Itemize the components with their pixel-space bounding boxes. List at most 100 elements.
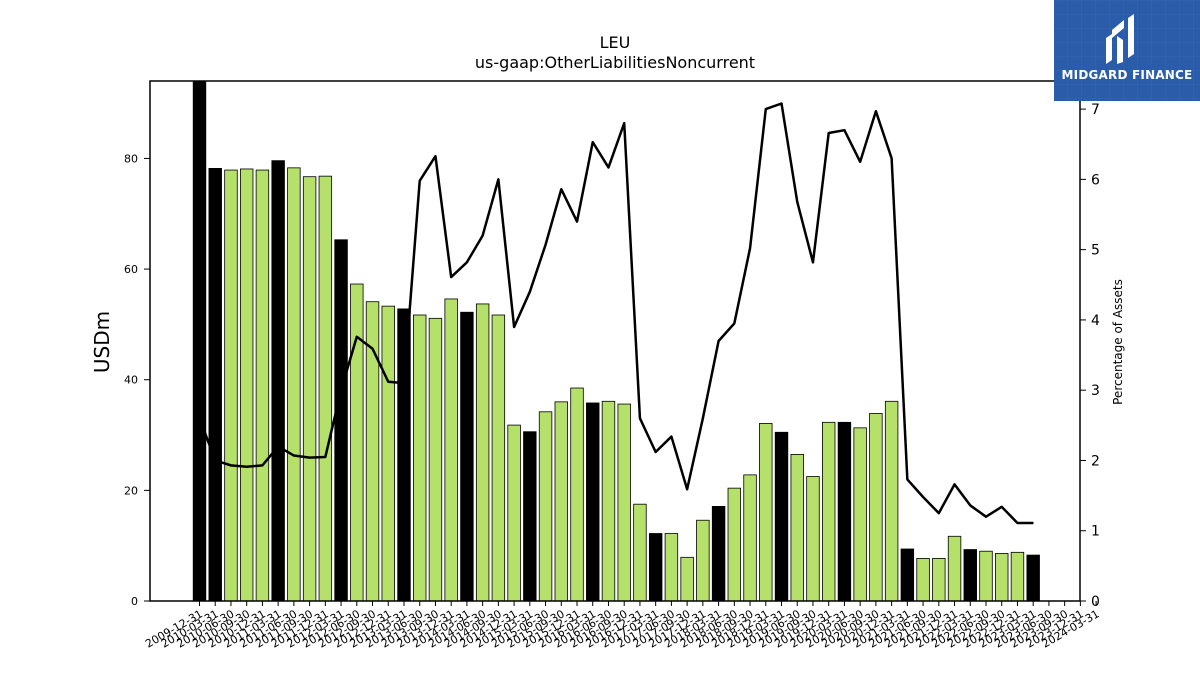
y2-tick-label: 2 [1091, 453, 1100, 469]
line-point-2012-03-31 [340, 389, 342, 391]
y2-tick-label: 4 [1091, 313, 1100, 329]
y2-tick-label: 5 [1091, 243, 1100, 259]
bar-2019-03-31 [774, 431, 789, 602]
line-point-2022-09-30 [1001, 506, 1003, 508]
y2-axis-label: Percentage of Assets [1111, 279, 1125, 405]
bar-2015-09-30 [554, 401, 568, 602]
line-point-2014-12-31 [513, 326, 515, 328]
bar-2011-03-31 [271, 160, 285, 602]
bar-2020-03-31 [837, 421, 852, 602]
bar-2016-06-30 [601, 400, 616, 602]
bar-2021-12-31 [947, 535, 962, 602]
line-point-2021-12-31 [953, 483, 956, 485]
line-point-2012-12-31 [387, 381, 389, 383]
bar-2013-09-30 [428, 317, 443, 602]
bar-2017-06-30 [664, 533, 679, 602]
bar-2012-12-31 [381, 305, 395, 602]
bar-2022-12-31 [1010, 551, 1025, 602]
bar-2020-12-31 [884, 400, 899, 602]
bar-2013-06-30 [413, 314, 427, 602]
line-point-2021-03-31 [906, 478, 908, 481]
bar-series [192, 80, 1040, 602]
bar-2009-12-31 [192, 80, 207, 602]
chart-title: LEU [600, 33, 631, 52]
line-point-2012-06-30 [356, 336, 358, 338]
line-point-2016-06-30 [607, 166, 610, 169]
line-point-2011-09-30 [309, 457, 311, 459]
bar-2017-09-30 [680, 556, 694, 602]
bar-2015-12-31 [570, 387, 584, 602]
bar-2019-06-30 [790, 453, 804, 602]
line-point-2016-03-31 [592, 141, 594, 143]
bar-2018-09-30 [743, 474, 757, 602]
line-point-2021-09-30 [938, 512, 940, 514]
bar-2010-12-31 [255, 169, 270, 602]
line-point-2013-09-30 [434, 155, 437, 157]
logo-text: MIDGARD FINANCE [1061, 68, 1193, 82]
line-point-2010-03-31 [214, 459, 216, 462]
y2-tick-label: 7 [1091, 102, 1100, 118]
y2-tick-label: 6 [1091, 172, 1100, 188]
y-tick-label: 60 [124, 263, 138, 276]
line-point-2021-06-30 [922, 496, 924, 498]
bar-2012-03-31 [334, 239, 348, 602]
line-point-2019-06-30 [796, 201, 798, 203]
line-point-2013-12-31 [450, 276, 452, 278]
bar-2018-03-31 [711, 505, 726, 602]
bar-2022-09-30 [995, 553, 1009, 602]
y2-axis: 0 1 2 3 4 5 6 7 [1080, 102, 1100, 610]
line-point-2018-09-30 [749, 247, 751, 249]
bar-2011-06-30 [287, 167, 301, 602]
line-point-2013-06-30 [419, 180, 421, 182]
bar-2013-03-31 [397, 308, 411, 602]
y-axis-label: USDm [90, 311, 114, 373]
line-point-2010-12-31 [261, 464, 264, 466]
line-point-2018-06-30 [733, 322, 735, 325]
y-axis: 0 20 40 60 80 [124, 152, 150, 608]
brand-logo: MIDGARD FINANCE [1054, 0, 1200, 101]
line-point-2015-12-31 [576, 220, 578, 223]
bar-2016-09-30 [617, 403, 631, 602]
line-point-2015-09-30 [560, 188, 562, 190]
bar-2022-03-31 [963, 549, 977, 602]
line-point-2016-12-31 [639, 417, 641, 419]
bar-2018-12-31 [759, 423, 773, 602]
line-point-2020-12-31 [891, 157, 893, 159]
bar-2018-06-30 [727, 487, 742, 602]
line-point-2013-03-31 [403, 382, 405, 384]
line-point-2011-03-31 [277, 445, 279, 448]
bar-2015-03-31 [523, 431, 537, 602]
y-tick-label: 20 [124, 484, 138, 497]
bar-2010-09-30 [239, 168, 254, 602]
line-point-2009-12-31 [198, 417, 201, 419]
bar-2022-06-30 [979, 550, 993, 602]
bar-2011-12-31 [318, 175, 333, 602]
bar-2013-12-31 [444, 298, 458, 602]
bar-2016-03-31 [586, 402, 600, 602]
line-point-2020-06-30 [859, 161, 861, 163]
line-point-2018-12-31 [765, 108, 767, 110]
line-point-2022-12-31 [1016, 522, 1019, 524]
bar-2021-09-30 [932, 558, 946, 602]
bar-2012-06-30 [350, 283, 364, 602]
line-point-2010-09-30 [246, 466, 248, 468]
bar-2019-12-31 [822, 421, 836, 602]
line-point-2017-12-31 [702, 417, 704, 419]
x-axis: 2009-12-312010-03-312010-06-302010-09-30… [143, 601, 1102, 651]
y2-tick-label: 3 [1091, 383, 1100, 399]
line-point-2019-09-30 [812, 261, 814, 263]
line-point-2023-03-31 [1032, 522, 1034, 524]
bar-2020-09-30 [869, 413, 883, 602]
y2-tick-label: 0 [1091, 594, 1100, 610]
line-point-2014-09-30 [497, 178, 499, 180]
chart-subtitle: us-gaap:OtherLiabilitiesNoncurrent [475, 53, 755, 72]
y-tick-label: 80 [124, 152, 138, 165]
line-point-2014-06-30 [482, 234, 484, 237]
bar-2014-03-31 [460, 311, 474, 602]
bar-2014-09-30 [491, 314, 506, 602]
line-point-2017-03-31 [655, 451, 657, 453]
line-point-2022-03-31 [969, 504, 971, 507]
bar-2023-03-31 [1026, 554, 1040, 602]
bar-2010-06-30 [224, 169, 238, 602]
